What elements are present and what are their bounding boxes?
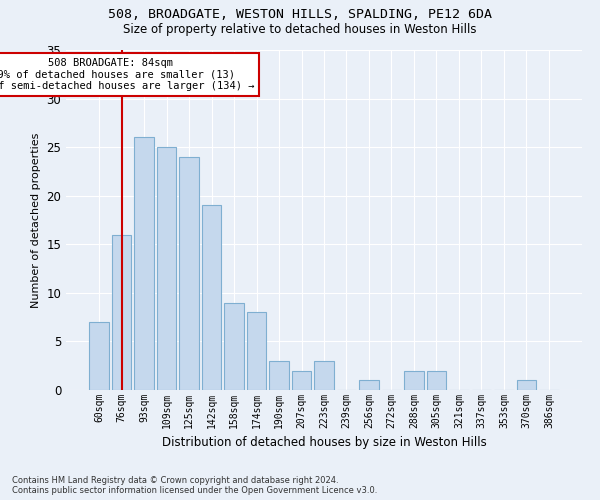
Bar bbox=[157, 147, 176, 390]
Bar bbox=[89, 322, 109, 390]
Bar bbox=[314, 361, 334, 390]
Bar bbox=[269, 361, 289, 390]
Bar bbox=[202, 206, 221, 390]
Bar bbox=[517, 380, 536, 390]
Bar bbox=[224, 302, 244, 390]
Bar bbox=[112, 234, 131, 390]
Y-axis label: Number of detached properties: Number of detached properties bbox=[31, 132, 41, 308]
Bar bbox=[179, 157, 199, 390]
Text: 508 BROADGATE: 84sqm
← 9% of detached houses are smaller (13)
91% of semi-detach: 508 BROADGATE: 84sqm ← 9% of detached ho… bbox=[0, 58, 254, 91]
Bar bbox=[134, 138, 154, 390]
X-axis label: Distribution of detached houses by size in Weston Hills: Distribution of detached houses by size … bbox=[161, 436, 487, 450]
Bar bbox=[427, 370, 446, 390]
Bar bbox=[247, 312, 266, 390]
Bar bbox=[404, 370, 424, 390]
Text: Size of property relative to detached houses in Weston Hills: Size of property relative to detached ho… bbox=[123, 22, 477, 36]
Bar bbox=[292, 370, 311, 390]
Text: 508, BROADGATE, WESTON HILLS, SPALDING, PE12 6DA: 508, BROADGATE, WESTON HILLS, SPALDING, … bbox=[108, 8, 492, 20]
Bar bbox=[359, 380, 379, 390]
Text: Contains HM Land Registry data © Crown copyright and database right 2024.
Contai: Contains HM Land Registry data © Crown c… bbox=[12, 476, 377, 495]
